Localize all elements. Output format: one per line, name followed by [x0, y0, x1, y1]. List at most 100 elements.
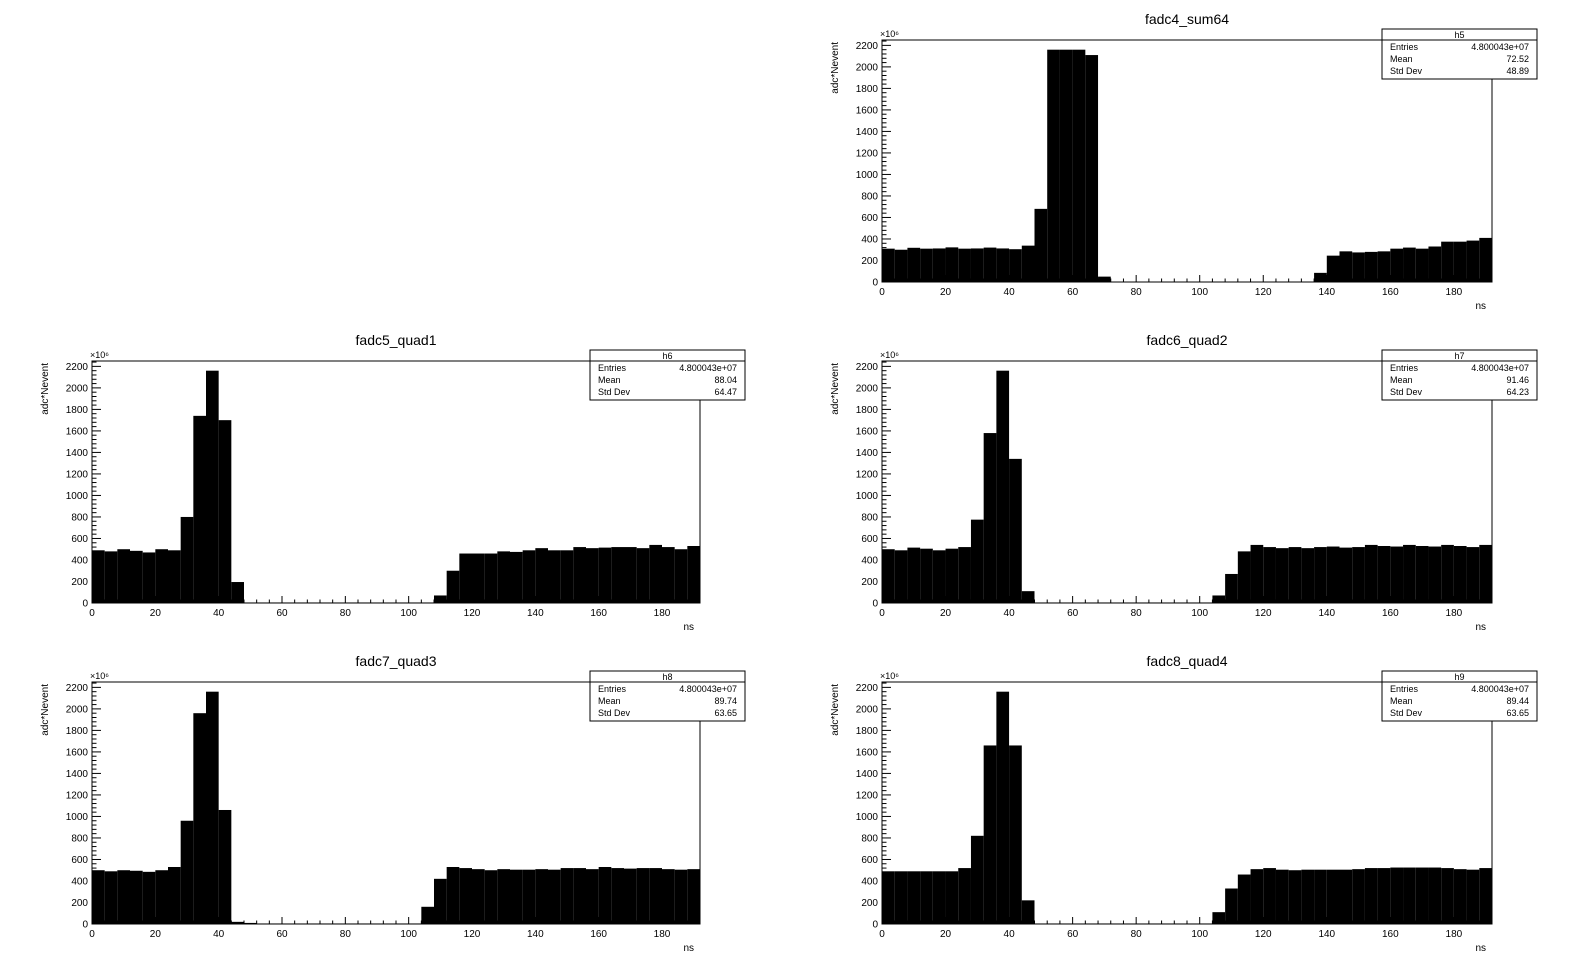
histogram-bin	[472, 869, 485, 924]
histogram-bin	[996, 248, 1010, 282]
y-tick-label: 200	[71, 577, 88, 588]
y-multiplier: ×10⁶	[880, 350, 899, 360]
histogram-bin	[548, 869, 561, 924]
histogram-bin	[180, 516, 194, 603]
x-tick-label: 0	[879, 608, 885, 619]
x-tick-label: 120	[464, 608, 481, 619]
histogram-bin	[1453, 545, 1467, 603]
y-tick-label: 400	[861, 555, 878, 566]
histogram-bin	[1403, 544, 1416, 603]
histogram-bin	[970, 835, 984, 924]
x-tick-label: 80	[340, 929, 352, 940]
x-axis-label: ns	[683, 943, 694, 954]
histogram-bin	[1453, 241, 1467, 282]
histogram-bin	[1275, 548, 1289, 603]
x-tick-label: 120	[1255, 287, 1272, 298]
histogram-bin	[168, 866, 181, 924]
y-tick-label: 1400	[66, 769, 89, 780]
histogram-bin	[218, 420, 232, 603]
stats-name: h9	[1454, 672, 1464, 682]
y-tick-label: 400	[861, 234, 878, 245]
y-tick-label: 1800	[856, 405, 879, 416]
histogram-bin	[1034, 208, 1048, 282]
histogram-bin	[1072, 49, 1086, 283]
histogram-bin	[598, 547, 612, 603]
histogram-bin	[206, 370, 219, 603]
y-tick-label: 600	[861, 855, 878, 866]
histogram-bin	[932, 871, 946, 924]
histogram-bin	[687, 545, 700, 603]
histogram-bin	[1377, 868, 1391, 924]
histogram-bin	[996, 370, 1010, 603]
histogram-bin	[231, 582, 244, 603]
stats-label: Mean	[1390, 54, 1413, 64]
stats-value: 89.74	[714, 696, 737, 706]
histogram-bin	[193, 713, 206, 924]
x-tick-label: 20	[940, 608, 952, 619]
histogram-bin	[1263, 868, 1276, 924]
x-axis-label: ns	[1475, 301, 1486, 312]
histogram-bin	[970, 519, 984, 603]
y-tick-label: 1600	[66, 426, 89, 437]
histogram-bin	[446, 866, 460, 924]
histogram-bin	[1352, 252, 1365, 282]
histogram-bin	[586, 869, 599, 924]
stats-label: Mean	[598, 696, 621, 706]
x-tick-label: 80	[1131, 929, 1143, 940]
stats-name: h6	[662, 351, 672, 361]
histogram-bin	[1237, 551, 1251, 603]
y-tick-label: 1000	[856, 491, 879, 502]
y-tick-label: 0	[82, 920, 88, 931]
histogram-bin	[218, 809, 232, 924]
histogram-bin	[1098, 276, 1111, 282]
histogram-bin	[1326, 255, 1340, 282]
histogram-bin	[1047, 49, 1060, 283]
histogram-bin	[484, 553, 498, 603]
y-tick-label: 1200	[66, 469, 89, 480]
x-tick-label: 0	[89, 929, 95, 940]
histogram-bin	[510, 869, 523, 924]
x-tick-label: 20	[940, 929, 952, 940]
histogram-bin	[1237, 874, 1251, 924]
histogram-bin	[1466, 547, 1480, 603]
y-tick-label: 1400	[856, 448, 879, 459]
x-tick-label: 0	[879, 929, 885, 940]
histogram-bin	[130, 870, 143, 924]
histogram-bin	[1466, 240, 1480, 282]
histogram-bin	[1415, 545, 1429, 603]
stats-value: 4.800043e+07	[1471, 363, 1529, 373]
histogram-bin	[687, 869, 700, 924]
histogram-bin	[535, 548, 548, 603]
histogram-bin	[206, 691, 219, 924]
histogram-bin	[624, 868, 637, 924]
histogram-bin	[1403, 247, 1416, 282]
y-tick-label: 800	[861, 833, 878, 844]
histogram-bin	[945, 247, 959, 282]
x-tick-label: 40	[1004, 608, 1016, 619]
histogram-bin	[662, 547, 675, 603]
x-axis-label: ns	[1475, 622, 1486, 633]
histogram-bin	[1466, 869, 1480, 924]
x-tick-label: 160	[1382, 608, 1399, 619]
x-tick-label: 140	[1318, 608, 1335, 619]
y-tick-label: 400	[71, 555, 88, 566]
histogram-bin	[421, 906, 434, 924]
stats-value: 4.800043e+07	[1471, 684, 1529, 694]
y-multiplier: ×10⁶	[880, 671, 899, 681]
y-tick-label: 600	[71, 534, 88, 545]
histogram-bin	[472, 553, 485, 603]
histogram-bin	[674, 869, 688, 924]
histogram-bin	[497, 551, 510, 603]
histogram-bin	[983, 247, 997, 282]
stats-label: Std Dev	[598, 708, 631, 718]
histogram-bin	[1364, 251, 1378, 282]
y-tick-label: 0	[872, 599, 878, 610]
histogram-bin	[1021, 245, 1035, 282]
histogram-bin	[446, 570, 460, 603]
stats-value: 4.800043e+07	[679, 363, 737, 373]
stats-box: h8 Entries 4.800043e+07 Mean 89.74 Std Dev 63.…	[589, 670, 746, 722]
histogram-bin	[573, 868, 586, 924]
